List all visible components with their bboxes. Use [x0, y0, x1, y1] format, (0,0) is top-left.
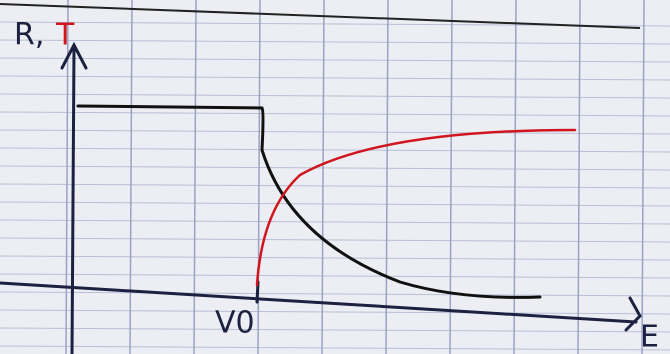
page: R, T V0 E (() => { const data = JSON.par… — [0, 0, 670, 354]
sketch: R, T V0 E — [0, 0, 670, 354]
threshold-label: V0 — [215, 306, 255, 341]
t-label: T — [55, 18, 75, 53]
r-label: R, — [14, 18, 44, 53]
x-axis-label: E — [640, 320, 659, 354]
y-axis — [72, 48, 74, 354]
paper — [0, 0, 670, 354]
